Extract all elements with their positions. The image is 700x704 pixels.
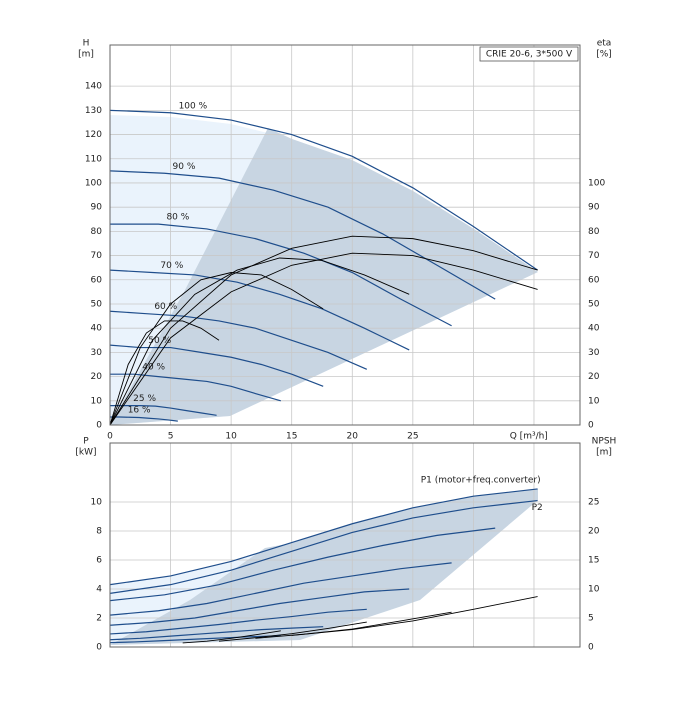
curve-label: 40 % <box>142 363 165 373</box>
plot-frame <box>109 44 581 426</box>
plot-frame <box>109 442 581 648</box>
x-tick-label: 25 <box>407 432 418 442</box>
y-tick-label: 20 <box>91 372 103 382</box>
curve-label: 16 % <box>128 406 151 416</box>
annotation-box <box>479 46 579 62</box>
curve <box>109 170 496 300</box>
curve-label: 90 % <box>173 162 196 172</box>
y-axis-unit: [kW] <box>75 448 96 458</box>
y2-tick-label: 5 <box>588 613 594 623</box>
curve <box>255 611 452 639</box>
curve-label: 70 % <box>160 261 183 271</box>
curve <box>218 621 367 642</box>
x-tick-label: 20 <box>347 432 359 442</box>
curve <box>110 416 178 422</box>
curve <box>109 488 538 586</box>
y2-tick-label: 15 <box>588 555 599 565</box>
y-tick-label: 8 <box>96 527 102 537</box>
y2-axis-label: NPSH <box>592 437 617 447</box>
y2-tick-label: 50 <box>588 299 600 309</box>
y-tick-label: 50 <box>91 299 103 309</box>
operating-region <box>110 489 538 645</box>
curve <box>109 588 410 626</box>
y-tick-label: 60 <box>91 275 103 285</box>
y-tick-label: 10 <box>91 396 103 406</box>
curve <box>109 562 452 616</box>
y2-tick-label: 80 <box>588 227 600 237</box>
curve <box>109 235 538 426</box>
y-tick-label: 100 <box>85 178 102 188</box>
curve <box>110 373 281 402</box>
curve <box>110 223 452 327</box>
curve-label: 50 % <box>148 336 171 346</box>
y-tick-label: 4 <box>96 585 102 595</box>
y2-tick-label: 10 <box>588 396 600 406</box>
curve <box>109 269 410 351</box>
curve <box>109 320 220 426</box>
operating-region <box>110 128 538 425</box>
curve <box>109 635 281 644</box>
curve-label: P2 <box>532 503 543 513</box>
y2-tick-label: 100 <box>588 178 605 188</box>
y-tick-label: 120 <box>85 130 102 140</box>
y2-tick-label: 70 <box>588 251 600 261</box>
y2-tick-label: 10 <box>588 584 600 594</box>
curve <box>109 527 496 602</box>
y2-tick-label: 30 <box>588 348 600 358</box>
y2-tick-label: 0 <box>588 643 594 653</box>
x-tick-label: 0 <box>107 432 113 442</box>
y2-tick-label: 20 <box>588 526 600 536</box>
curve <box>109 257 410 426</box>
y-tick-label: 90 <box>91 203 103 213</box>
y-tick-label: 0 <box>96 643 102 653</box>
y-tick-label: 80 <box>91 227 103 237</box>
curve-label: 100 % <box>179 101 208 111</box>
curve <box>109 608 367 635</box>
y-tick-label: 0 <box>96 421 102 431</box>
curve-label: P1 (motor+freq.converter) <box>421 475 541 485</box>
y-tick-label: 10 <box>91 498 103 508</box>
x-tick-label: 15 <box>286 432 297 442</box>
y2-axis-unit: [%] <box>596 50 612 60</box>
y2-axis-label: eta <box>597 39 612 49</box>
curve <box>109 344 324 387</box>
curve-label: 60 % <box>154 302 177 312</box>
y-tick-label: 140 <box>85 82 102 92</box>
annotation: CRIE 20-6, 3*500 V <box>486 50 573 60</box>
y-axis-label: H <box>83 39 90 49</box>
curve <box>110 405 217 416</box>
y2-tick-label: 40 <box>588 324 600 334</box>
y-tick-label: 2 <box>96 614 102 624</box>
y-axis-label: P <box>83 437 89 447</box>
curve-label: 25 % <box>133 394 156 404</box>
y2-axis-unit: [m] <box>596 448 612 458</box>
curve-label: 80 % <box>166 213 189 223</box>
curve <box>109 252 538 426</box>
curve <box>109 109 538 271</box>
y-tick-label: 6 <box>96 556 102 566</box>
curve <box>109 626 324 641</box>
y-tick-label: 130 <box>85 106 102 116</box>
y-tick-label: 70 <box>91 251 103 261</box>
y-tick-label: 30 <box>91 348 103 358</box>
x-axis-label: Q [m³/h] <box>510 432 548 442</box>
x-tick-label: 5 <box>168 432 174 442</box>
y2-tick-label: 60 <box>588 275 600 285</box>
curve <box>109 499 538 594</box>
curve <box>109 310 368 370</box>
y2-tick-label: 20 <box>588 372 600 382</box>
y-axis-unit: [m] <box>78 50 94 60</box>
y-tick-label: 110 <box>85 154 102 164</box>
y2-tick-label: 25 <box>588 497 599 507</box>
curve <box>109 272 324 426</box>
x-tick-label: 10 <box>225 432 237 442</box>
y2-tick-label: 90 <box>588 203 600 213</box>
y2-tick-label: 0 <box>588 421 594 431</box>
curve <box>182 630 281 644</box>
y-tick-label: 40 <box>91 324 103 334</box>
